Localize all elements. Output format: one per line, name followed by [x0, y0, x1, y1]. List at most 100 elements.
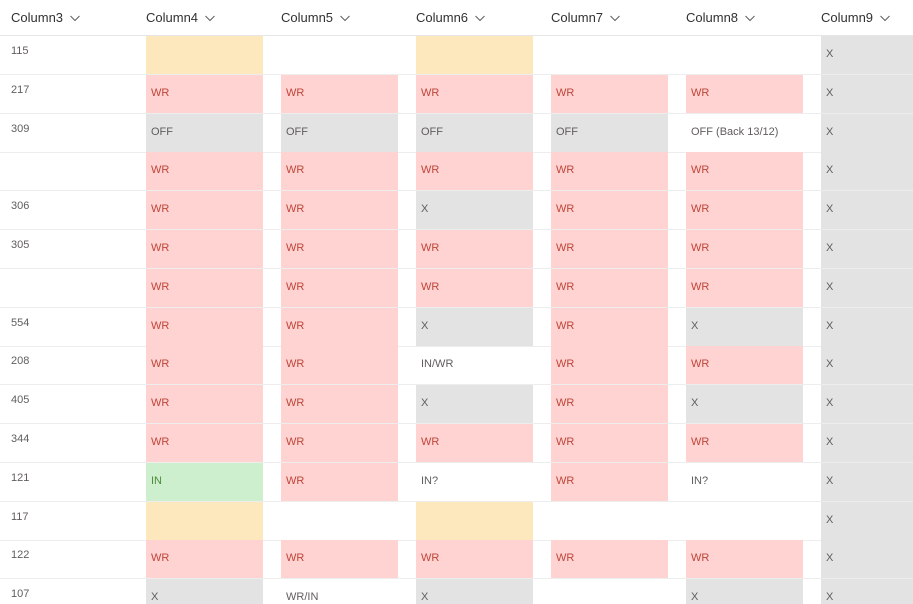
cell-column6: OFF [416, 114, 533, 152]
table-row[interactable]: WR WR WR WR WR X [0, 152, 913, 191]
column-header-column4[interactable]: Column4 [146, 0, 216, 35]
cell-column6: X [416, 579, 533, 604]
cell-column6: X [416, 385, 533, 423]
table-row[interactable]: 305 WR WR WR WR WR X [0, 230, 913, 269]
cell-text: WR [286, 475, 305, 487]
column-header-label: Column4 [146, 10, 199, 25]
cell-text: WR [691, 436, 710, 448]
column-header-column3[interactable]: Column3 [11, 0, 81, 35]
cell-column4: WR [146, 308, 263, 346]
cell-column9: X [821, 502, 913, 541]
cell-text: X [826, 48, 834, 60]
cell-text: WR [286, 164, 305, 176]
cell-text: WR [151, 436, 170, 448]
chevron-down-icon[interactable] [609, 12, 621, 24]
cell-text: X [421, 397, 429, 409]
cell-column3: 117 [0, 502, 140, 540]
column-header-column7[interactable]: Column7 [551, 0, 621, 35]
cell-column8: WR [686, 75, 803, 113]
cell-column6: WR [416, 152, 533, 190]
cell-text: WR [556, 164, 575, 176]
cell-column3: 306 [0, 191, 140, 229]
cell-column4: X [146, 579, 263, 604]
cell-column9: X [821, 385, 913, 424]
column-header-column9[interactable]: Column9 [821, 0, 891, 35]
cell-column5: WR [281, 152, 398, 190]
cell-column8: IN? [686, 463, 803, 501]
cell-text: WR [691, 242, 710, 254]
cell-text: 107 [11, 588, 30, 600]
cell-text: 305 [11, 239, 30, 251]
cell-text: IN [151, 475, 162, 487]
cell-column3: 305 [0, 230, 140, 268]
column-header-column6[interactable]: Column6 [416, 0, 486, 35]
chevron-down-icon[interactable] [204, 12, 216, 24]
cell-column3: 309 [0, 114, 140, 152]
table-row[interactable]: 115 X [0, 36, 913, 75]
cell-column8: X [686, 579, 803, 604]
table-row[interactable]: 107 X WR/IN X X X [0, 579, 913, 604]
cell-text: WR [421, 164, 440, 176]
cell-column6: WR [416, 269, 533, 307]
cell-column9: X [821, 308, 913, 347]
table-row[interactable]: 309 OFF OFF OFF OFF OFF (Back 13/12) X [0, 114, 913, 153]
table-row[interactable]: 122 WR WR WR WR WR X [0, 540, 913, 579]
cell-text: WR [556, 242, 575, 254]
chevron-down-icon[interactable] [339, 12, 351, 24]
table-row[interactable]: 121 IN WR IN? WR IN? X [0, 463, 913, 502]
cell-text: X [421, 203, 429, 215]
cell-text: WR [691, 281, 710, 293]
cell-text: WR [151, 320, 170, 332]
cell-text: X [826, 552, 834, 564]
cell-column3: 217 [0, 75, 140, 113]
table-row[interactable]: WR WR WR WR WR X [0, 269, 913, 308]
cell-column6: WR [416, 424, 533, 462]
table-row[interactable]: 217 WR WR WR WR WR X [0, 75, 913, 114]
table-row[interactable]: 208 WR WR IN/WR WR WR X [0, 346, 913, 385]
cell-text: WR [286, 281, 305, 293]
cell-text: X [826, 591, 834, 603]
cell-column4: WR [146, 230, 263, 268]
cell-column6: WR [416, 540, 533, 578]
column-header-label: Column3 [11, 10, 64, 25]
chevron-down-icon[interactable] [474, 12, 486, 24]
cell-column4: WR [146, 540, 263, 578]
table-row[interactable]: 554 WR WR X WR X X [0, 308, 913, 347]
cell-column5: WR [281, 308, 398, 346]
column-header-column8[interactable]: Column8 [686, 0, 756, 35]
cell-text: WR [556, 281, 575, 293]
cell-column4: WR [146, 75, 263, 113]
cell-column9: X [821, 230, 913, 269]
cell-text: WR [286, 242, 305, 254]
table-row[interactable]: 344 WR WR WR WR WR X [0, 424, 913, 463]
cell-text: X [826, 87, 834, 99]
cell-text: X [826, 475, 834, 487]
column-header-column5[interactable]: Column5 [281, 0, 351, 35]
chevron-down-icon[interactable] [744, 12, 756, 24]
cell-text: WR [286, 552, 305, 564]
cell-text: WR [421, 436, 440, 448]
cell-column7: WR [551, 540, 668, 578]
cell-column5: WR [281, 191, 398, 229]
cell-column8: WR [686, 230, 803, 268]
cell-column9: X [821, 540, 913, 579]
cell-column5: WR [281, 75, 398, 113]
cell-text: WR [556, 397, 575, 409]
cell-column9: X [821, 463, 913, 502]
cell-column8: WR [686, 191, 803, 229]
cell-column4: IN [146, 463, 263, 501]
cell-column6 [416, 36, 533, 74]
table-row[interactable]: 405 WR WR X WR X X [0, 385, 913, 424]
table-row[interactable]: 306 WR WR X WR WR X [0, 191, 913, 230]
cell-column8: WR [686, 269, 803, 307]
cell-text: OFF (Back 13/12) [691, 126, 779, 138]
chevron-down-icon[interactable] [69, 12, 81, 24]
cell-column4: WR [146, 346, 263, 384]
chevron-down-icon[interactable] [879, 12, 891, 24]
cell-column6: WR [416, 75, 533, 113]
cell-text: WR [421, 87, 440, 99]
cell-column6: WR [416, 230, 533, 268]
cell-text: 122 [11, 549, 30, 561]
table-row[interactable]: 117 X [0, 502, 913, 541]
cell-column5: OFF [281, 114, 398, 152]
